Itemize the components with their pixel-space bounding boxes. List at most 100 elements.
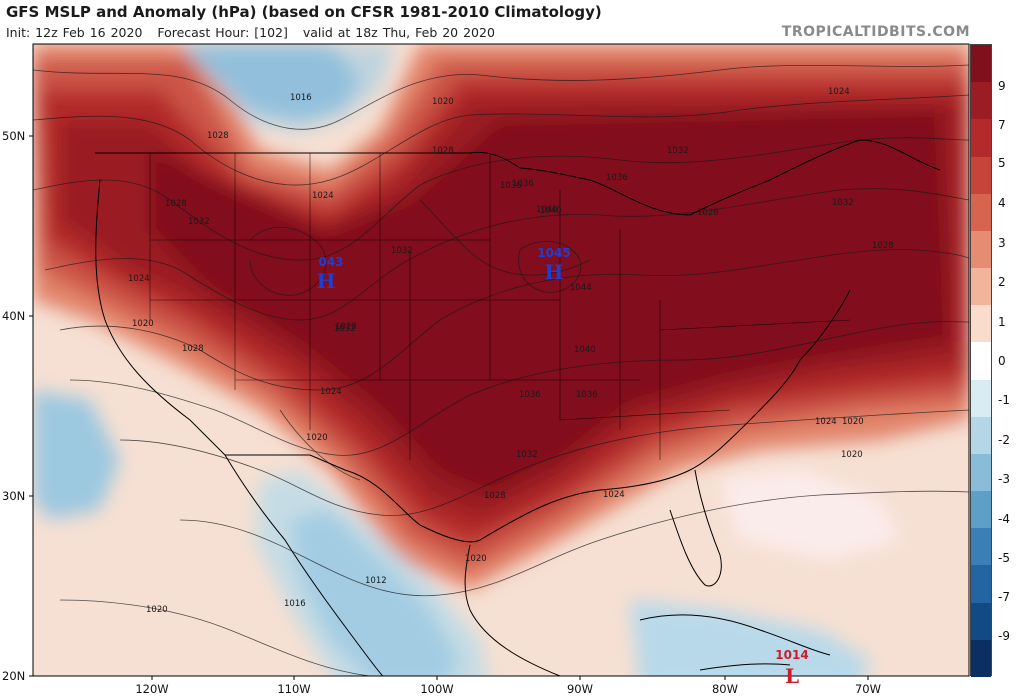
colorbar-label: -9: [998, 629, 1010, 643]
isobar-label: 1020: [306, 433, 328, 443]
isobar-label: 1032: [391, 246, 413, 256]
lon-label-70w: 70W: [854, 682, 882, 696]
isobar-label: 1028: [697, 208, 719, 218]
colorbar-segment: [971, 305, 991, 343]
forecast-info: Init: 12z Feb 16 2020 Forecast Hour: [10…: [6, 25, 495, 40]
lon-label-80w: 80W: [711, 682, 739, 696]
isobar-label: 1024: [320, 387, 342, 397]
high-center-central: 1045 H: [537, 246, 570, 284]
isobar-lines: [33, 64, 969, 676]
isobar-labels: 1016 102010241028102810321028102410201028…: [128, 87, 894, 615]
isobar-label: 1028: [432, 146, 454, 156]
colorbar-label: 7: [998, 118, 1006, 132]
axis-ticks: [29, 135, 869, 680]
isobar-label: 1040: [574, 345, 596, 355]
colorbar-segment: [971, 268, 991, 306]
colorbar-label: 2: [998, 275, 1006, 289]
colorbar-segment: [971, 45, 991, 83]
isobar-label: 1012: [365, 576, 387, 586]
isobar-label: 1036: [576, 390, 598, 400]
high-center-west-symbol: H: [317, 269, 336, 293]
colorbar-label: -7: [998, 590, 1010, 604]
isobar-label: 1020: [432, 97, 454, 107]
isobar-label: 1040: [536, 205, 558, 215]
isobar-label: 1032: [334, 324, 356, 334]
isobar-label: 1024: [603, 490, 625, 500]
country-borders: [95, 139, 941, 676]
colorbar-segment: [971, 565, 991, 604]
lat-label-20n: 20N: [2, 669, 26, 683]
colorbar-label: -5: [998, 551, 1010, 565]
low-center-caribbean: 1014 L: [775, 648, 808, 688]
isobar-label: 1040: [540, 206, 562, 216]
high-center-west-value: 043: [318, 255, 343, 269]
state-borders: [149, 153, 851, 460]
lat-label-50n: 50N: [2, 129, 26, 143]
forecast-hour: Forecast Hour: [102]: [157, 25, 288, 40]
isobar-label: 1016: [284, 599, 306, 609]
isobar-label: 1016: [290, 93, 312, 103]
colorbar-label: -2: [998, 433, 1010, 447]
isobar-label: 1028: [182, 344, 204, 354]
isobar-label: 1032: [188, 217, 210, 227]
anomaly-field: [33, 44, 969, 676]
lon-label-120w: 120W: [135, 682, 169, 696]
isobar-label: 1020: [842, 417, 864, 427]
colorbar-label: -3: [998, 472, 1010, 486]
isobar-label: 1032: [667, 146, 689, 156]
isobar-label: 1024: [312, 191, 334, 201]
colorbar-segment: [971, 119, 991, 158]
lat-label-30n: 30N: [2, 489, 26, 503]
isobar-label: 1020: [465, 554, 487, 564]
colorbar-label: 9: [998, 79, 1006, 93]
anomaly-colorbar: [970, 44, 992, 678]
colorbar-label: 1: [998, 315, 1006, 329]
isobar-label: 1024: [815, 417, 837, 427]
lon-label-110w: 110W: [277, 682, 311, 696]
lon-label-100w: 100W: [420, 682, 454, 696]
lat-label-40n: 40N: [2, 309, 26, 323]
colorbar-segment: [971, 416, 991, 455]
colorbar-segment: [971, 82, 991, 120]
colorbar-segment: [971, 602, 991, 641]
colorbar-segment: [971, 639, 991, 678]
colorbar-label: -4: [998, 512, 1010, 526]
colorbar-segment: [971, 491, 991, 529]
init-time: Init: 12z Feb 16 2020: [6, 25, 143, 40]
colorbar-segment: [971, 453, 991, 492]
isobar-label: 1028: [484, 491, 506, 501]
lon-label-90w: 90W: [566, 682, 594, 696]
low-center-value: 1014: [775, 648, 808, 662]
isobar-label: 1036: [606, 173, 628, 183]
isobar-label: 1032: [832, 198, 854, 208]
isobar-label: 1020: [841, 450, 863, 460]
isobar-label: 1044: [570, 283, 592, 293]
colorbar-segment: [971, 193, 991, 232]
colorbar-segment: [971, 379, 991, 418]
colorbar-label: 3: [998, 236, 1006, 250]
isobar-label: 1028: [207, 131, 229, 141]
colorbar-segment: [971, 230, 991, 269]
high-center-west: 043 H: [317, 255, 344, 293]
isobar-label: 1020: [132, 319, 154, 329]
high-center-central-value: 1045: [537, 246, 570, 260]
isobar-label: 1024: [128, 274, 150, 284]
colorbar-label: 4: [998, 196, 1006, 210]
high-center-central-symbol: H: [545, 260, 564, 284]
valid-time: valid at 18z Thu, Feb 20 2020: [302, 25, 495, 40]
isobar-label: 1036: [519, 390, 541, 400]
isobar-label: 1028: [872, 241, 894, 251]
isobar-label: 1020: [146, 605, 168, 615]
isobar-label: 1032: [516, 450, 538, 460]
colorbar-label: 5: [998, 156, 1006, 170]
colorbar-segment: [971, 528, 991, 566]
source-watermark: TROPICALTIDBITS.COM: [781, 24, 970, 40]
isobar-label: 1024: [828, 87, 850, 97]
isobar-label: 1028: [335, 322, 357, 332]
colorbar-label: -1: [998, 393, 1010, 407]
colorbar-segment: [971, 156, 991, 195]
isobar-label: 1028: [165, 199, 187, 209]
colorbar-label: 0: [998, 354, 1006, 368]
isobar-label: 1036: [500, 181, 522, 191]
